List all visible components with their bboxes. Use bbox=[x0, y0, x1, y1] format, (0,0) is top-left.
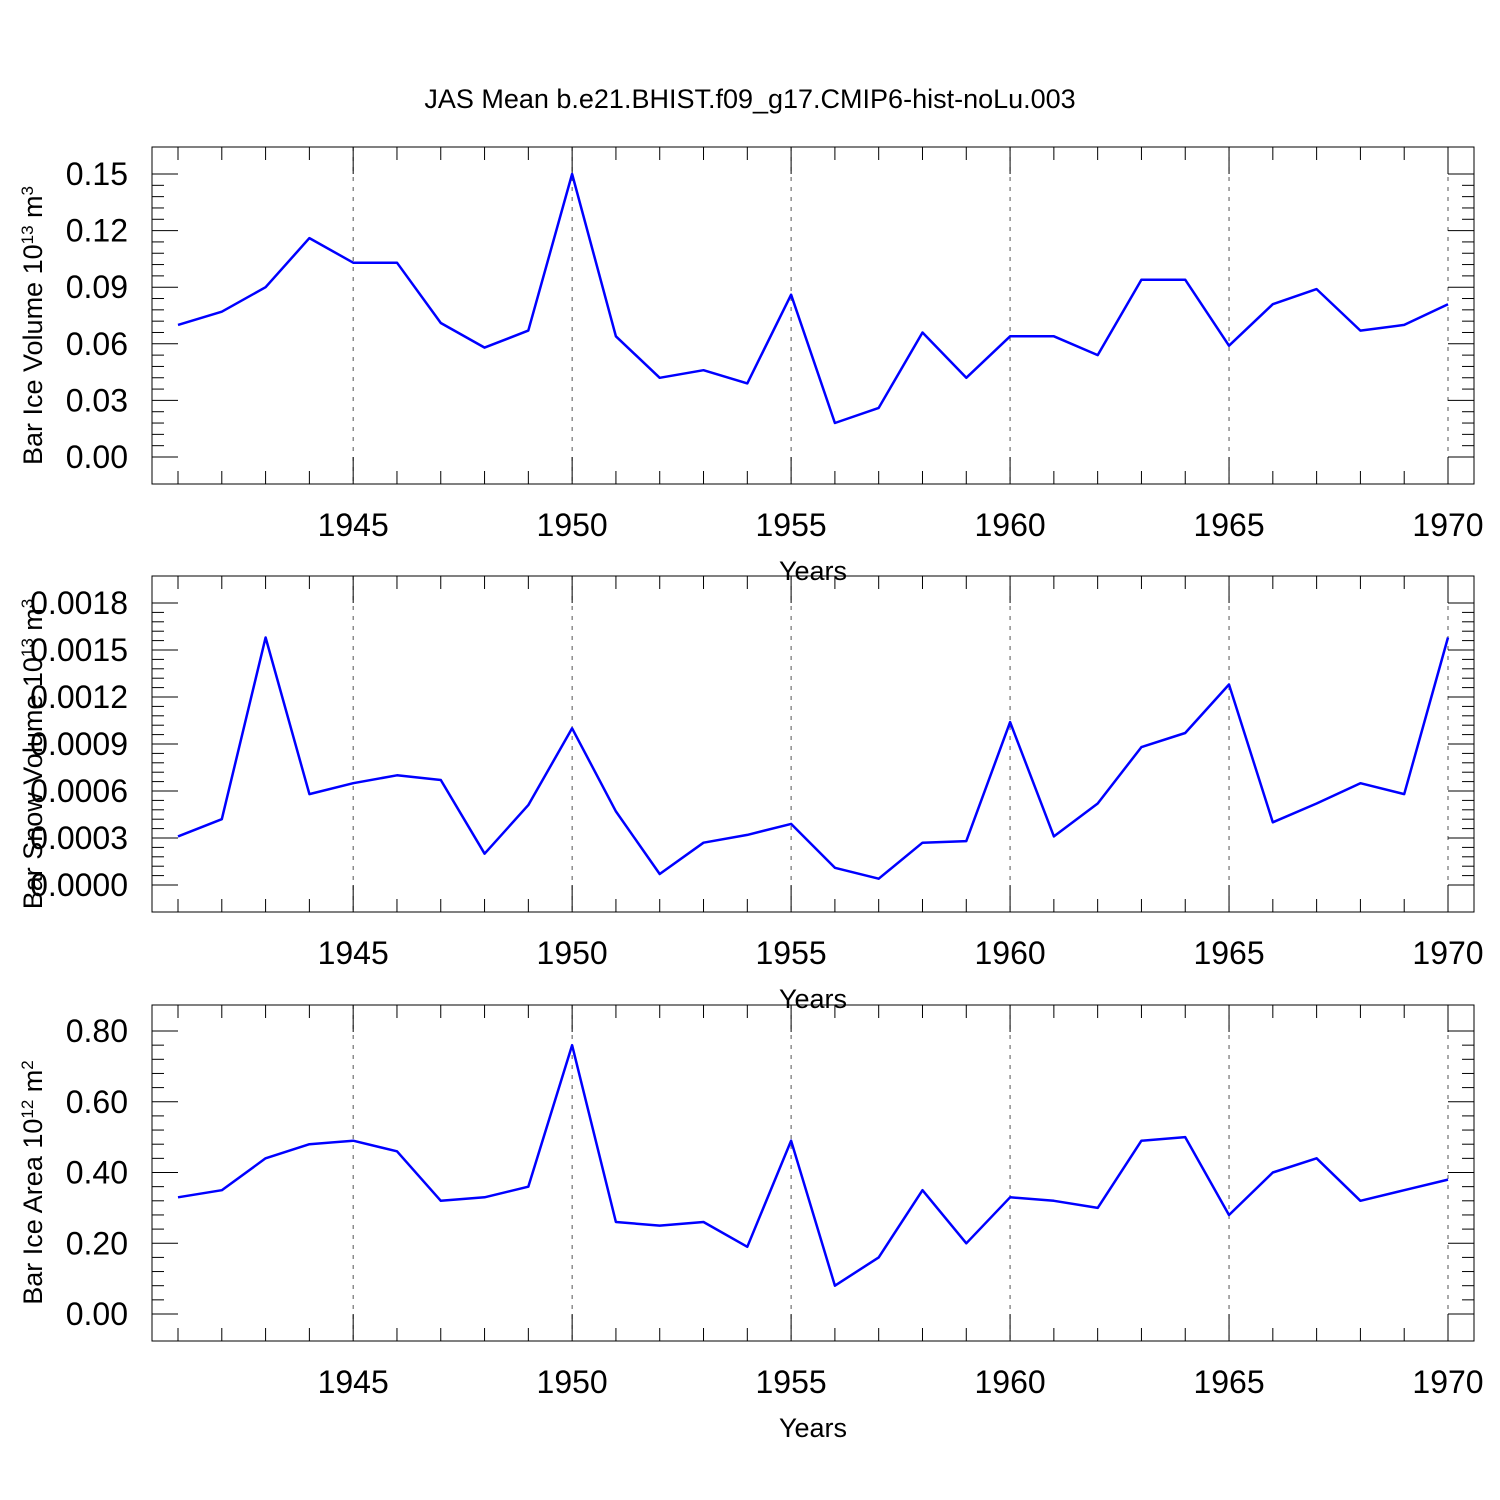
y-tick-label: 0.80 bbox=[66, 1013, 128, 1049]
x-tick-label: 1950 bbox=[537, 507, 608, 543]
y-axis-label: Bar Ice Volume 1013 m3 bbox=[18, 186, 49, 465]
y-tick-label: 0.09 bbox=[66, 269, 128, 305]
chart-title: JAS Mean b.e21.BHIST.f09_g17.CMIP6-hist-… bbox=[424, 84, 1076, 114]
x-tick-label: 1960 bbox=[974, 507, 1045, 543]
y-tick-label: 0.60 bbox=[66, 1084, 128, 1120]
x-tick-label: 1955 bbox=[756, 507, 827, 543]
plot-frame bbox=[151, 575, 1475, 913]
x-axis-label: Years bbox=[779, 556, 847, 586]
plot-frame bbox=[151, 146, 1475, 485]
y-tick-label: 0.0009 bbox=[30, 726, 128, 762]
y-axis-label: Bar Ice Area 1012 m2 bbox=[18, 1060, 49, 1305]
y-tick-label: 0.0018 bbox=[30, 585, 128, 621]
y-tick-label: 0.0006 bbox=[30, 773, 128, 809]
y-tick-label: 0.00 bbox=[66, 439, 128, 475]
y-tick-label: 0.0000 bbox=[30, 867, 128, 903]
x-tick-label: 1960 bbox=[974, 1364, 1045, 1400]
panel-1: 0.00 0.03 0.06 0.09 0.12 0.15 1945 1950 1955 1960… bbox=[18, 146, 1484, 586]
panel-2: 0.0000 0.0003 0.0006 0.0009 0.0012 0.0015 0.00… bbox=[18, 575, 1484, 1014]
series-line bbox=[177, 1043, 1449, 1287]
y-tick-label: 0.20 bbox=[66, 1225, 128, 1261]
x-tick-label: 1955 bbox=[756, 935, 827, 971]
y-tick-label: 0.15 bbox=[66, 156, 128, 192]
x-axis-label: Years bbox=[779, 1413, 847, 1443]
x-tick-label: 1945 bbox=[318, 507, 389, 543]
y-tick-label: 0.0012 bbox=[30, 679, 128, 715]
y-axis-label: Bar Snow Volume 1013 m3 bbox=[18, 599, 49, 910]
x-tick-label: 1950 bbox=[537, 935, 608, 971]
series-line bbox=[177, 172, 1449, 425]
y-tick-label: 0.06 bbox=[66, 326, 128, 362]
x-tick-label: 1950 bbox=[537, 1364, 608, 1400]
x-tick-label: 1970 bbox=[1412, 935, 1483, 971]
y-tick-label: 0.12 bbox=[66, 213, 128, 249]
series-line bbox=[177, 636, 1450, 880]
x-tick-label: 1965 bbox=[1193, 935, 1264, 971]
x-tick-label: 1945 bbox=[318, 935, 389, 971]
x-tick-label: 1970 bbox=[1412, 507, 1483, 543]
y-tick-label: 0.40 bbox=[66, 1155, 128, 1191]
x-tick-label: 1970 bbox=[1412, 1364, 1483, 1400]
x-tick-label: 1960 bbox=[974, 935, 1045, 971]
y-tick-label: 0.03 bbox=[66, 382, 128, 418]
y-tick-label: 0.00 bbox=[66, 1296, 128, 1332]
y-tick-label: 0.0003 bbox=[30, 820, 128, 856]
x-tick-label: 1965 bbox=[1193, 1364, 1264, 1400]
x-tick-label: 1955 bbox=[756, 1364, 827, 1400]
plot-frame bbox=[151, 1004, 1475, 1342]
x-tick-label: 1965 bbox=[1193, 507, 1264, 543]
y-tick-label: 0.0015 bbox=[30, 632, 128, 668]
x-tick-label: 1945 bbox=[318, 1364, 389, 1400]
panel-3: 0.00 0.20 0.40 0.60 0.80 1945 1950 1955 1960 1965… bbox=[18, 1004, 1484, 1443]
x-axis-label: Years bbox=[779, 984, 847, 1014]
